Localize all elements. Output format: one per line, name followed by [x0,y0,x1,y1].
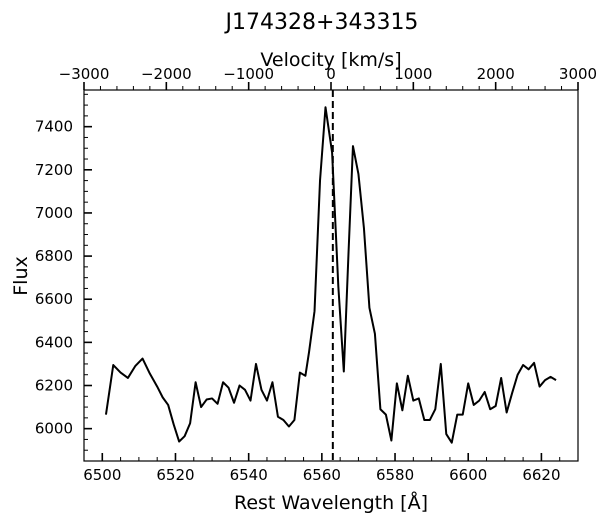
y-tick-label: 7400 [35,118,73,136]
top-tick-label: −3000 [59,65,110,83]
x-tick-label: 6560 [303,466,341,484]
y-tick-label: 6200 [35,377,73,395]
y-tick-label: 6600 [35,290,73,308]
y-tick-label: 6000 [35,420,73,438]
x-tick-label: 6620 [522,466,560,484]
series-line [104,106,557,444]
top-tick-label: 0 [326,65,336,83]
x-tick-label: 6520 [156,466,194,484]
top-tick-label: −2000 [141,65,192,83]
x-tick-label: 6500 [83,466,121,484]
y-axis-label: Flux [10,256,32,296]
tick-marks [83,82,579,462]
y-tick-label: 7000 [35,204,73,222]
tick-labels: 6500 6520 6540 6560 6580 6600 6620 6000 6200 6400… [35,65,597,484]
top-tick-label: 1000 [394,65,432,83]
plot-frame [83,89,579,462]
x-tick-label: 6600 [449,466,487,484]
top-tick-label: 2000 [477,65,515,83]
x-axis-label: Rest Wavelength [Å] [234,491,428,514]
top-axis-label: Velocity [km/s] [260,49,401,71]
top-tick-label: 3000 [559,65,597,83]
chart-title: J174328+343315 [224,10,419,35]
x-tick-label: 6540 [230,466,268,484]
y-tick-label: 6400 [35,333,73,351]
x-tick-label: 6580 [376,466,414,484]
y-tick-label: 7200 [35,161,73,179]
y-tick-label: 6800 [35,247,73,265]
top-tick-label: −1000 [223,65,274,83]
